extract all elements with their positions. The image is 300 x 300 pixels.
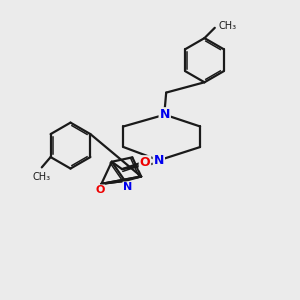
Text: CH₃: CH₃ [218,21,236,31]
Text: CH₃: CH₃ [32,172,50,182]
Text: O: O [95,185,105,195]
Text: N: N [123,182,133,192]
Text: N: N [160,108,170,121]
Text: O: O [140,156,150,169]
Text: N: N [154,154,164,167]
